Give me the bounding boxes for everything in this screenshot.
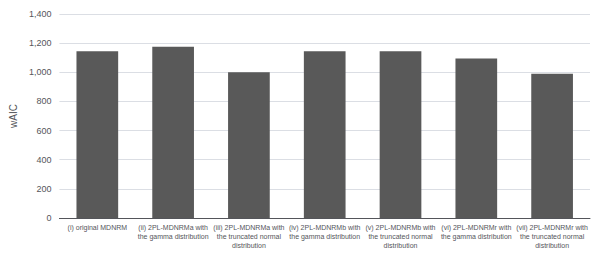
svg-text:the gamma distribution: the gamma distribution — [138, 233, 209, 241]
svg-text:200: 200 — [36, 184, 51, 194]
svg-text:1,000: 1,000 — [29, 67, 52, 77]
svg-text:the truncated normal: the truncated normal — [520, 233, 585, 240]
svg-text:(i) original MDNRM: (i) original MDNRM — [68, 224, 128, 232]
svg-text:(vi) 2PL-MDNRMr with: (vi) 2PL-MDNRMr with — [441, 224, 511, 232]
svg-text:the truncated normal: the truncated normal — [217, 233, 282, 240]
svg-text:wAIC: wAIC — [8, 104, 19, 129]
svg-text:400: 400 — [36, 155, 51, 165]
svg-text:(v) 2PL-MDNRMb with: (v) 2PL-MDNRMb with — [366, 224, 436, 232]
svg-text:distribution: distribution — [535, 242, 569, 249]
svg-text:distribution: distribution — [232, 242, 266, 249]
svg-text:(iv) 2PL-MDNRMb with: (iv) 2PL-MDNRMb with — [289, 224, 361, 232]
svg-text:(vii) 2PL-MDNRMr with: (vii) 2PL-MDNRMr with — [516, 224, 588, 232]
svg-text:distribution: distribution — [384, 242, 418, 249]
svg-text:(ii) 2PL-MDNRMa with: (ii) 2PL-MDNRMa with — [138, 224, 208, 232]
svg-text:the gamma distribution: the gamma distribution — [441, 233, 512, 241]
svg-text:800: 800 — [36, 96, 51, 106]
svg-text:600: 600 — [36, 126, 51, 136]
svg-text:(iii) 2PL-MDNRMa with: (iii) 2PL-MDNRMa with — [213, 224, 284, 232]
svg-text:0: 0 — [46, 213, 51, 223]
svg-text:1,400: 1,400 — [29, 9, 52, 19]
svg-text:the truncated normal: the truncated normal — [368, 233, 433, 240]
svg-text:the gamma distribution: the gamma distribution — [289, 233, 360, 241]
svg-text:1,200: 1,200 — [29, 38, 52, 48]
